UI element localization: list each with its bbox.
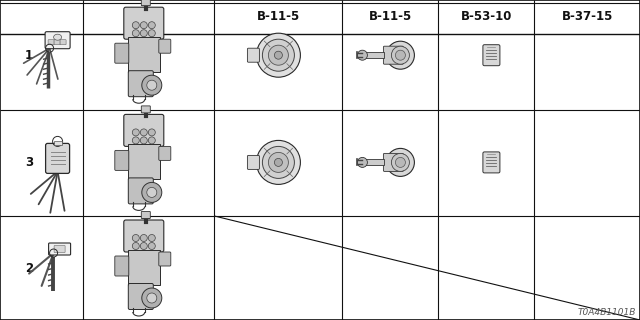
FancyBboxPatch shape <box>60 40 66 45</box>
Text: 3: 3 <box>25 156 33 169</box>
FancyBboxPatch shape <box>141 106 150 113</box>
FancyBboxPatch shape <box>128 71 154 97</box>
Circle shape <box>140 137 147 144</box>
Bar <box>128 250 160 285</box>
FancyBboxPatch shape <box>124 220 164 252</box>
FancyBboxPatch shape <box>124 7 164 39</box>
Circle shape <box>147 293 157 303</box>
Circle shape <box>148 30 156 37</box>
Bar <box>128 37 160 72</box>
FancyBboxPatch shape <box>54 245 65 252</box>
FancyBboxPatch shape <box>124 114 164 146</box>
FancyBboxPatch shape <box>483 152 500 173</box>
FancyBboxPatch shape <box>115 150 129 170</box>
Circle shape <box>140 22 147 29</box>
Text: B-11-5: B-11-5 <box>369 10 412 23</box>
Circle shape <box>132 22 140 29</box>
Circle shape <box>392 153 410 172</box>
Circle shape <box>147 188 157 197</box>
Circle shape <box>357 50 367 60</box>
FancyBboxPatch shape <box>128 284 154 309</box>
FancyBboxPatch shape <box>45 143 70 173</box>
Circle shape <box>148 22 156 29</box>
Circle shape <box>132 30 140 37</box>
Circle shape <box>268 152 289 172</box>
Circle shape <box>148 137 156 144</box>
Circle shape <box>262 39 294 71</box>
FancyBboxPatch shape <box>115 43 129 63</box>
FancyBboxPatch shape <box>383 46 403 64</box>
Circle shape <box>262 146 294 178</box>
Text: B-53-10: B-53-10 <box>461 10 512 23</box>
Circle shape <box>148 243 156 250</box>
Circle shape <box>132 137 140 144</box>
Bar <box>362 52 385 58</box>
FancyBboxPatch shape <box>159 39 171 53</box>
Circle shape <box>257 33 300 77</box>
Circle shape <box>140 129 147 136</box>
FancyBboxPatch shape <box>54 40 60 45</box>
Circle shape <box>387 148 415 176</box>
Bar <box>128 144 160 180</box>
FancyBboxPatch shape <box>48 40 54 45</box>
Circle shape <box>148 129 156 136</box>
Circle shape <box>257 140 300 184</box>
Circle shape <box>275 51 282 59</box>
Circle shape <box>142 75 162 95</box>
Ellipse shape <box>54 34 61 40</box>
Text: B-37-15: B-37-15 <box>561 10 613 23</box>
Text: 1: 1 <box>25 49 33 62</box>
Circle shape <box>268 45 289 65</box>
Circle shape <box>396 157 405 167</box>
Circle shape <box>275 158 282 166</box>
Circle shape <box>357 157 367 167</box>
Circle shape <box>148 235 156 242</box>
Circle shape <box>387 41 415 69</box>
Circle shape <box>147 80 157 90</box>
FancyBboxPatch shape <box>159 146 171 160</box>
FancyBboxPatch shape <box>141 0 150 6</box>
FancyBboxPatch shape <box>248 48 259 62</box>
Text: T0A4B1101B: T0A4B1101B <box>578 308 636 317</box>
FancyBboxPatch shape <box>45 32 70 49</box>
FancyBboxPatch shape <box>49 243 70 255</box>
FancyBboxPatch shape <box>383 153 403 172</box>
Text: B-11-5: B-11-5 <box>257 10 300 23</box>
Bar <box>54 141 61 145</box>
Circle shape <box>140 30 147 37</box>
FancyBboxPatch shape <box>159 252 171 266</box>
Circle shape <box>140 235 147 242</box>
Circle shape <box>142 182 162 202</box>
Circle shape <box>132 243 140 250</box>
Circle shape <box>132 129 140 136</box>
Circle shape <box>142 288 162 308</box>
Circle shape <box>140 243 147 250</box>
Circle shape <box>392 46 410 64</box>
FancyBboxPatch shape <box>248 156 259 169</box>
Bar <box>362 159 385 165</box>
FancyBboxPatch shape <box>115 256 129 276</box>
FancyBboxPatch shape <box>141 212 150 219</box>
Text: 2: 2 <box>25 261 33 275</box>
Circle shape <box>396 50 405 60</box>
FancyBboxPatch shape <box>483 45 500 66</box>
FancyBboxPatch shape <box>128 178 154 204</box>
Circle shape <box>132 235 140 242</box>
